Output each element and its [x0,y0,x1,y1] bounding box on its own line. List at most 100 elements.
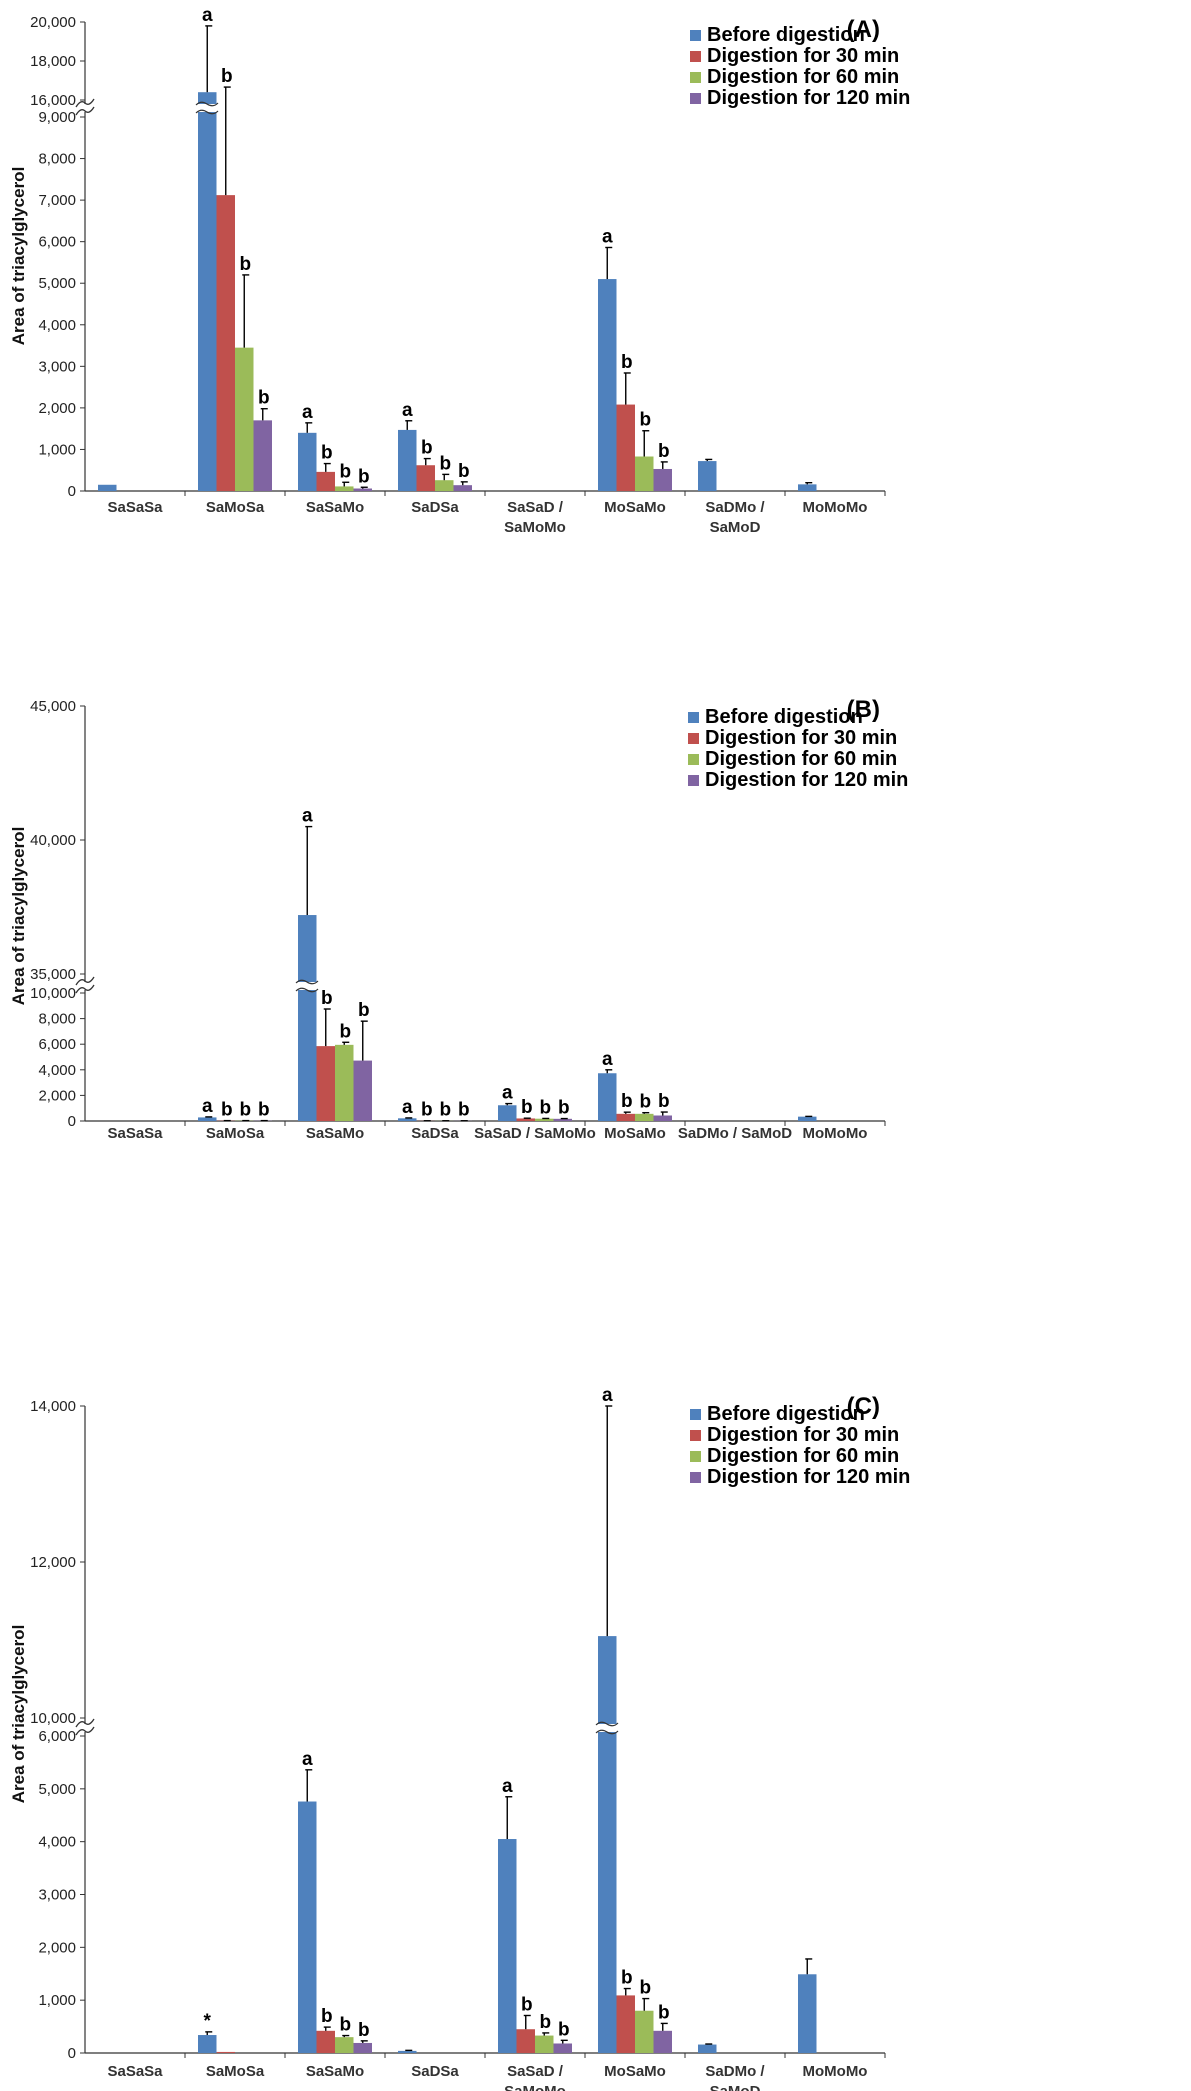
significance-label: b [258,1100,270,1121]
bar [198,92,217,491]
y-tick-label: 4,000 [38,1834,76,1851]
significance-label: b [539,2012,551,2033]
category-label: SaSaD / [507,2063,564,2080]
category-label: SaSaMo [306,1125,364,1142]
significance-label: b [521,1097,533,1118]
legend-label: Before digestion [707,24,865,46]
legend-label: Digestion for 30 min [705,727,897,749]
bar [516,2029,535,2053]
bar [398,429,417,491]
significance-label: b [339,461,351,482]
bar [453,485,472,491]
legend-label: Digestion for 120 min [707,87,910,109]
category-label: SaMoD [710,2083,761,2091]
category-label: SaDSa [411,2063,459,2080]
significance-label: b [539,1097,551,1118]
significance-label: b [239,254,251,275]
y-tick-label: 0 [68,1113,76,1130]
bar [316,471,335,491]
y-tick-label: 7,000 [38,192,76,209]
bar [635,2010,654,2053]
significance-label: b [621,352,633,373]
bar-break-gap [597,1724,618,1732]
legend-swatch [690,1430,701,1441]
bar [598,1073,617,1121]
y-axis-title: Area of triacylglycerol [9,167,28,346]
significance-label: b [621,1091,633,1112]
bar [698,2044,717,2053]
y-tick-label: 4,000 [38,317,76,334]
legend-swatch [688,754,699,765]
category-label: SaMoMo [504,519,566,536]
bar [298,915,317,1121]
bar [698,461,717,491]
category-label: SaSaD / [507,499,564,516]
legend-swatch [690,72,701,83]
significance-label: b [521,1994,533,2015]
bar [598,1636,617,2053]
y-tick-label: 1,000 [38,1992,76,2009]
y-tick-label: 35,000 [30,966,76,983]
bar [216,2051,235,2053]
significance-label: b [639,1978,651,1999]
y-tick-label: 1,000 [38,441,76,458]
bar [198,1117,217,1121]
significance-label: a [302,806,313,827]
bar [653,468,672,491]
legend-swatch [690,51,701,62]
bar [235,347,254,491]
significance-label: b [358,2020,370,2041]
bar [253,420,272,491]
significance-label: b [439,453,451,474]
y-tick-label: 16,000 [30,92,76,109]
legend-label: Digestion for 60 min [707,1445,899,1467]
category-label: MoSaMo [604,499,666,516]
y-tick-label: 5,000 [38,275,76,292]
category-label: SaSaMo [306,499,364,516]
significance-label: b [339,2015,351,2036]
category-label: SaMoSa [206,499,265,516]
axis-break-mark [75,1726,95,1736]
chart-panel-b: 0 2,000 4,000 6,000 8,000 10,000 35,000 40,000 4… [9,696,908,1142]
bar [798,1116,817,1121]
significance-label: a [302,402,313,423]
bar [498,1839,517,2053]
significance-label: a [302,1749,313,1770]
bar [398,1118,417,1121]
bar [553,1118,572,1121]
panel-label: (B) [847,696,880,723]
y-axis-title: Area of triacylglycerol [9,827,28,1006]
legend-label: Digestion for 120 min [705,769,908,791]
bar-break-gap [197,104,218,112]
category-label: SaSaD / SaMoMo [474,1125,596,1142]
legend-swatch [688,733,699,744]
bar [653,2030,672,2053]
bar [553,2043,572,2053]
bar [435,480,454,491]
bar [535,1118,554,1121]
significance-label: b [321,2006,333,2027]
category-label: SaDSa [411,499,459,516]
bar [216,195,235,491]
y-axis-title: Area of triacylglycerol [9,1625,28,1804]
bar-break-mark [195,109,219,115]
bar [635,1113,654,1121]
bar [316,2030,335,2053]
bar-break-mark [195,101,219,107]
significance-label: b [639,410,651,431]
legend-swatch [690,1472,701,1483]
category-label: MoSaMo [604,2063,666,2080]
legend-label: Before digestion [707,1403,865,1425]
y-tick-label: 3,000 [38,1887,76,1904]
axis-break-mark [75,98,95,108]
legend-swatch [690,1409,701,1420]
axis-break-mark [75,106,95,116]
significance-label: a [402,1097,413,1118]
significance-label: b [358,1000,370,1021]
bar [635,456,654,491]
significance-label: b [339,1021,351,1042]
y-tick-label: 10,000 [30,1710,76,1727]
significance-label: b [358,466,370,487]
bar [398,2050,417,2053]
significance-label: a [202,5,213,26]
